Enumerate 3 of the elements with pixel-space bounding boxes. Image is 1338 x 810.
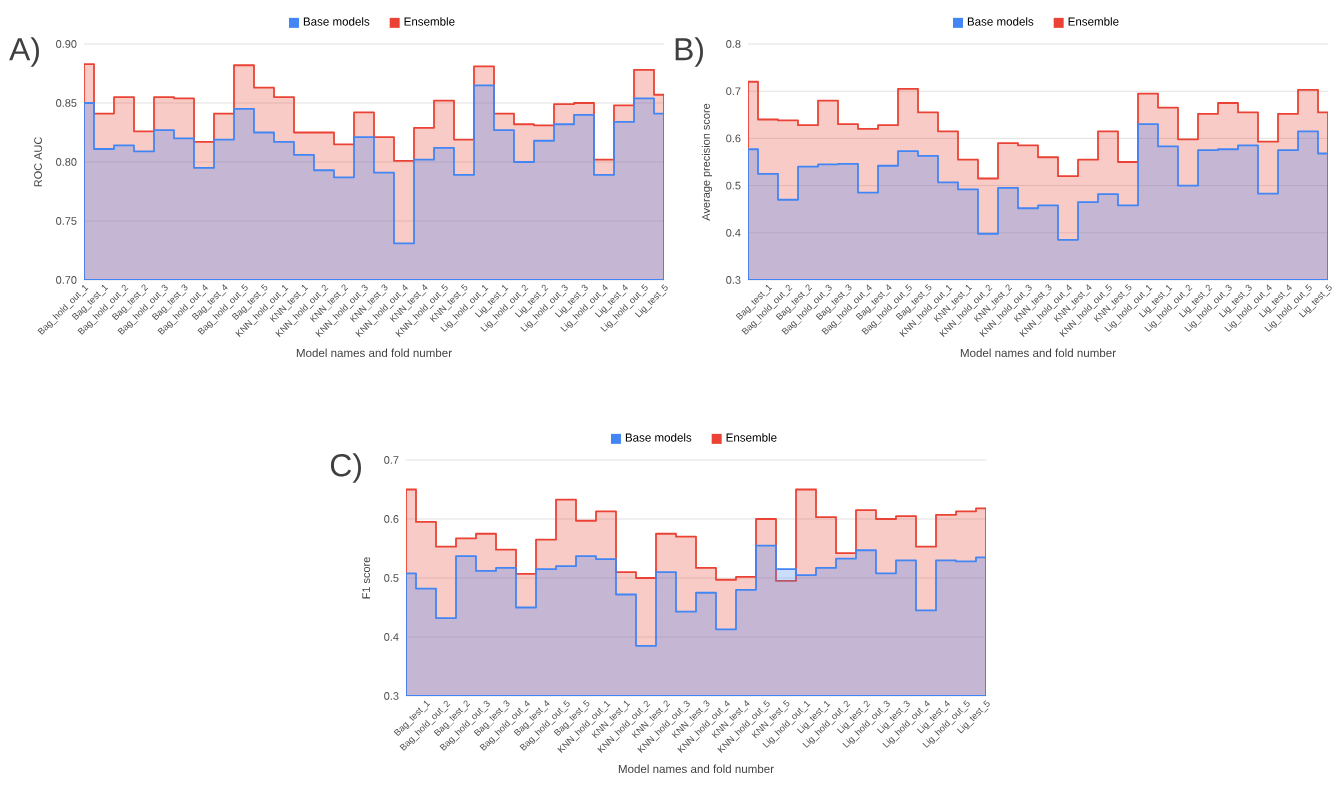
text: C) (330, 453, 361, 483)
text: B) (675, 37, 703, 67)
text: A) (9, 37, 39, 67)
